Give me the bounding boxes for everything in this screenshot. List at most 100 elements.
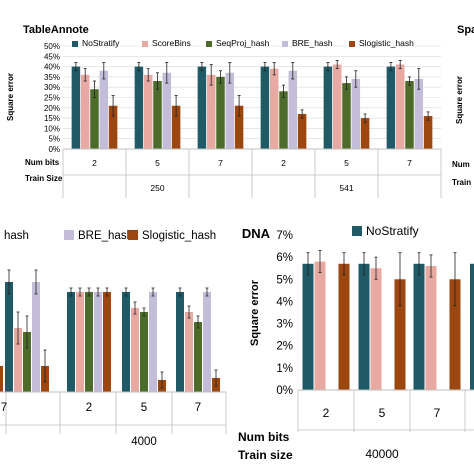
middle-right-ytick: 0%	[276, 385, 293, 397]
middle-left-bar	[122, 292, 130, 392]
top-left-xtick: 2	[281, 158, 286, 168]
top-right-row-label: Num	[452, 160, 470, 169]
middle-left-bar	[14, 328, 22, 392]
middle-left-bar	[103, 292, 111, 392]
middle-left-bar	[32, 282, 40, 392]
top-left-legend-0-swatch	[72, 41, 78, 47]
middle-right-bar	[314, 261, 326, 390]
top-left-legend-1-label: ScoreBins	[152, 38, 191, 48]
middle-right-legend-swatch	[352, 226, 362, 236]
top-left-bar	[143, 74, 153, 149]
top-left-legend-3-swatch	[282, 41, 288, 47]
top-left-bar	[71, 66, 81, 149]
top-left-xtick: 7	[407, 158, 412, 168]
top-left-bar	[108, 105, 118, 149]
middle-left-bar	[85, 292, 93, 392]
top-left-ytick: 25%	[44, 94, 60, 103]
middle-right-ytick: 3%	[276, 319, 293, 331]
top-left-xtick: 2	[92, 158, 97, 168]
top-left-bar	[423, 116, 433, 149]
top-left-bar	[386, 66, 396, 149]
top-left-legend-4-label: Slogistic_hash	[359, 38, 414, 48]
top-left-ytick: 15%	[44, 114, 60, 123]
top-left-bar	[332, 64, 342, 149]
top-left-xtick: 7	[218, 158, 223, 168]
top-left-ytick: 20%	[44, 104, 60, 113]
middle-right-clipped-bar	[470, 263, 474, 390]
middle-right-group-label: 40000	[365, 447, 399, 461]
middle-right-row-label: Train size	[238, 448, 293, 462]
middle-left-bar	[149, 292, 157, 392]
top-left-legend-0-label: NoStratify	[82, 38, 120, 48]
top-left-bar	[414, 78, 424, 149]
middle-left-xtick: 5	[141, 402, 147, 414]
middle-right-bar	[370, 268, 382, 390]
top-left-xtick: 5	[344, 158, 349, 168]
top-left-bar	[342, 83, 351, 149]
middle-right-ytick: 7%	[276, 230, 293, 242]
top-right-ylabel: Square error	[455, 76, 464, 124]
top-left-legend-3-label: BRE_hash	[292, 38, 333, 48]
middle-left-bar	[194, 322, 202, 392]
section-title: DNA	[242, 226, 271, 241]
top-left-bar	[405, 81, 414, 149]
middle-left-legend-1-label: BRE_hash	[78, 230, 133, 242]
middle-left-group-label: 4000	[131, 436, 157, 448]
top-left-ytick: 45%	[44, 52, 60, 61]
top-left-ytick: 35%	[44, 73, 60, 82]
middle-left-bar	[176, 292, 184, 392]
top-left-group-label: 541	[339, 183, 353, 193]
middle-right-ytick: 4%	[276, 296, 293, 308]
top-left-bar	[360, 118, 370, 149]
top-left-bar	[323, 66, 333, 149]
middle-left-bar	[76, 292, 84, 392]
middle-left-xtick: 7	[195, 402, 201, 414]
top-left-bar	[234, 105, 244, 149]
top-left-bar	[90, 89, 99, 149]
middle-right-bar	[302, 263, 314, 390]
middle-right-xtick: 2	[323, 406, 330, 420]
middle-left-legend-2-label: Slogistic_hash	[142, 230, 216, 242]
top-left-row-label: Train Size	[25, 174, 63, 183]
middle-left-bar	[131, 308, 139, 392]
middle-left-bar	[203, 292, 211, 392]
top-left-bar	[134, 66, 144, 149]
middle-left-bar	[5, 282, 13, 392]
middle-right-bar	[449, 279, 461, 390]
top-left-ytick: 10%	[44, 124, 60, 133]
top-left-legend-1-swatch	[142, 41, 148, 47]
top-left-bar	[395, 64, 405, 149]
top-left-xtick: 5	[155, 158, 160, 168]
middle-right-bar	[394, 279, 406, 390]
top-left-bar	[260, 66, 270, 149]
middle-left-clipped-bar	[0, 366, 3, 392]
top-left-ytick: 0%	[48, 145, 60, 154]
middle-left-xtick: 7	[1, 402, 7, 414]
middle-right-ytick: 6%	[276, 252, 293, 264]
top-left-bar	[216, 76, 225, 149]
middle-left-bar	[94, 292, 102, 392]
middle-right-bar	[358, 263, 370, 390]
top-left-ytick: 5%	[48, 135, 60, 144]
middle-right-ytick: 5%	[276, 274, 293, 286]
top-left-bar	[269, 68, 279, 149]
top-left-row-label: Num bits	[25, 158, 60, 167]
middle-left-bar	[67, 292, 75, 392]
top-left-bar	[297, 113, 307, 149]
top-left-bar	[206, 74, 216, 149]
middle-right-xtick: 5	[379, 406, 386, 420]
middle-right-ytick: 1%	[276, 363, 293, 375]
middle-right-ytick: 2%	[276, 341, 293, 353]
top-left-bar	[99, 70, 109, 149]
middle-right-bar	[425, 266, 437, 390]
middle-left-bar	[23, 332, 31, 392]
top-left-bar	[153, 81, 162, 149]
top-left-group-label: 250	[150, 183, 164, 193]
middle-right-bar	[413, 263, 425, 390]
top-left-legend-2-label: SeqProj_hash	[216, 38, 270, 48]
top-right-title: Spa	[457, 24, 474, 36]
top-left-bar	[279, 91, 288, 149]
middle-left-xtick: 2	[86, 402, 92, 414]
top-left-bar	[197, 66, 207, 149]
top-left-legend-4-swatch	[349, 41, 355, 47]
